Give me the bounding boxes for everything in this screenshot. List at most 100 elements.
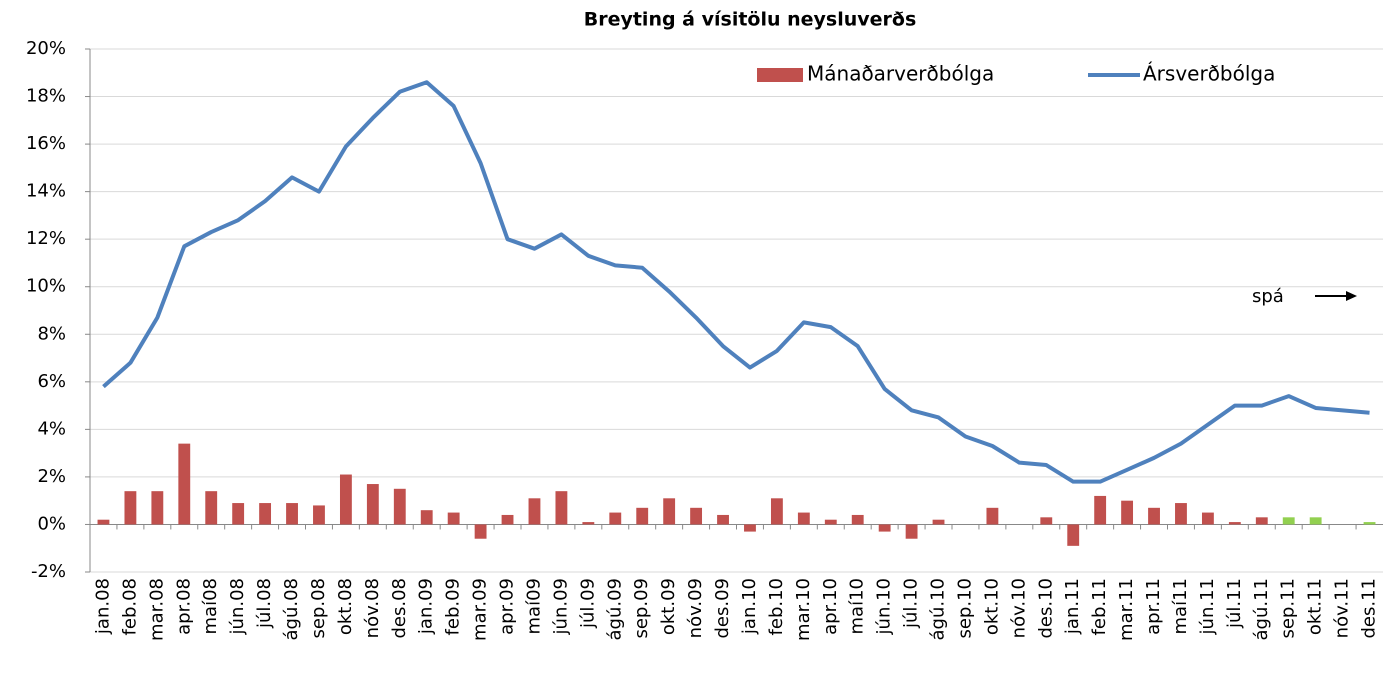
x-tick-label: sep.11 [1278,578,1299,639]
x-tick-label: jún.11 [1197,578,1218,635]
legend-label: Mánaðarverðbólga [807,62,994,86]
bar [501,514,514,525]
bar [797,512,810,525]
bar [259,503,272,525]
x-tick-label: mar.09 [470,578,491,641]
x-tick-label: okt.10 [981,578,1002,635]
bar [1148,507,1160,525]
legend-swatch [757,68,803,82]
line [102,80,1370,484]
x-tick-label: maí11 [1170,578,1191,634]
bar [1255,517,1268,525]
x-tick-label: feb.08 [119,578,140,635]
x-tick-label: okt.08 [335,578,356,635]
x-tick-label: jan.08 [92,578,113,635]
y-tick-label: 18% [26,86,66,107]
y-tick-label: 2% [37,466,66,487]
y-tick-label: 8% [37,323,66,344]
bar [474,524,487,539]
x-tick-label: nóv.09 [685,578,706,638]
bar [851,514,864,525]
x-tick-label: júl.10 [901,578,922,629]
x-tick-label: júl.09 [577,578,598,629]
x-tick-label: maí08 [200,578,221,634]
bar [393,488,406,525]
x-tick-label: des.11 [1359,578,1380,639]
x-tick-label: apr.09 [497,578,518,635]
bar [1121,500,1134,525]
bar [609,512,622,525]
x-tick-label: jan.11 [1062,578,1083,635]
bar [744,524,756,532]
y-tick-label: 14% [26,181,66,202]
bar [97,519,110,525]
x-tick-label: nóv.10 [1008,578,1029,638]
bar [420,510,433,525]
bar [1201,512,1214,525]
x-tick-label: apr.08 [173,578,194,635]
bar [878,524,891,532]
x-tick-label: ágú.08 [281,578,302,641]
x-tick-label: maí09 [523,578,544,634]
bar [905,524,918,539]
x-tick-label: feb.09 [443,578,464,635]
bar [555,491,568,525]
bar [528,498,541,525]
bar [1282,517,1295,525]
bar [151,491,164,525]
x-tick-label: nóv.08 [362,578,383,638]
x-tick-label: jan.10 [739,578,760,635]
annotation: spá [1252,286,1284,307]
x-tick-label: feb.10 [766,578,787,635]
x-tick-label: mar.08 [146,578,167,641]
x-tick-label: nóv.11 [1332,578,1353,638]
bar [232,503,245,525]
x-tick-label: okt.09 [658,578,679,635]
bar [636,507,649,525]
bar [1040,517,1053,525]
bar [582,522,595,525]
legend-label: Ársverðbólga [1143,62,1275,86]
x-tick-label: jún.08 [227,578,248,635]
x-tick-label: sep.08 [308,578,329,639]
x-tick-label: sep.10 [954,578,975,639]
x-tick-label: jún.09 [550,578,571,635]
x-tick-label: jún.10 [874,578,895,635]
y-tick-label: 20% [26,38,66,59]
x-tick-label: des.08 [389,578,410,639]
y-tick-label: 4% [37,418,66,439]
bar [1228,522,1241,525]
x-tick-label: okt.11 [1305,578,1326,635]
chart-title: Breyting á vísitölu neysluverðs [584,9,917,31]
bar [205,491,218,525]
x-tick-label: mar.11 [1116,578,1137,641]
x-tick-label: jan.09 [416,578,437,635]
bar [1094,495,1107,525]
x-tick-label: sep.09 [631,578,652,639]
x-tick-label: maí10 [847,578,868,634]
x-tick-label: mar.10 [793,578,814,641]
y-tick-label: 0% [37,513,66,534]
bar [1175,503,1187,525]
bar [663,498,676,525]
y-tick-label: 6% [37,371,66,392]
y-tick-label: 16% [26,133,66,154]
x-tick-label: apr.10 [820,578,841,635]
x-tick-label: apr.11 [1143,578,1164,635]
x-tick-label: ágú.11 [1251,578,1272,641]
x-tick-label: ágú.09 [604,578,625,641]
bar [124,491,137,525]
bar [690,507,703,525]
y-tick-label: -2% [31,561,66,582]
y-tick-label: 12% [26,228,66,249]
x-tick-label: feb.11 [1089,578,1110,635]
bar [1363,522,1376,525]
annotation-arrowhead [1346,291,1357,301]
bar [447,512,460,525]
bar [1309,517,1322,525]
y-tick-label: 10% [26,276,66,297]
bar [313,505,325,525]
x-tick-label: ágú.10 [928,578,949,641]
x-tick-label: des.10 [1035,578,1056,639]
